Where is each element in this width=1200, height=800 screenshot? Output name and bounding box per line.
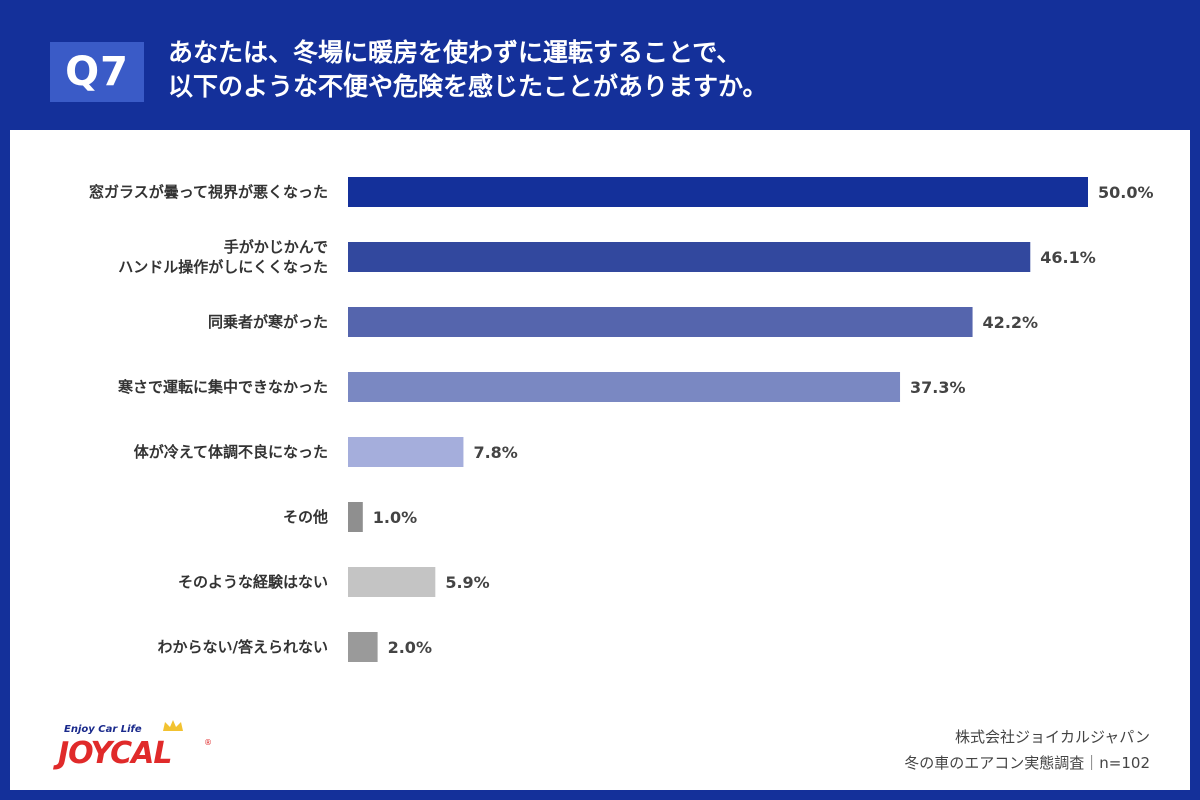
category-label: 体が冷えて体調不良になった bbox=[134, 443, 328, 461]
category-label: わからない/答えられない bbox=[158, 638, 328, 656]
value-label: 5.9% bbox=[445, 573, 489, 592]
question-title-line-2: 以下のような不便や危険を感じたことがありますか。 bbox=[168, 72, 768, 101]
question-title-line-1: あなたは、冬場に暖房を使わずに運転することで、 bbox=[168, 38, 742, 67]
value-label: 37.3% bbox=[910, 378, 966, 397]
category-label: そのような経験はない bbox=[178, 573, 328, 591]
bar bbox=[348, 372, 901, 402]
registered-mark-icon: ® bbox=[204, 738, 212, 747]
category-label: 窓ガラスが曇って視界が悪くなった bbox=[89, 183, 328, 201]
question-number-badge: Q7 bbox=[50, 42, 144, 102]
logo-wordmark: JOYCAL bbox=[58, 736, 172, 771]
question-title: あなたは、冬場に暖房を使わずに運転することで、 以下のような不便や危険を感じたこ… bbox=[168, 36, 768, 104]
crown-icon bbox=[163, 720, 183, 731]
bar bbox=[348, 632, 378, 662]
chart-panel: 窓ガラスが曇って視界が悪くなった 50.0% 手がかじかんでハンドル操作がしにくくな… bbox=[10, 130, 1190, 790]
category-label: その他 bbox=[283, 508, 328, 526]
header: Q7 あなたは、冬場に暖房を使わずに運転することで、 以下のような不便や危険を感… bbox=[0, 0, 1200, 130]
category-label: 手がかじかんでハンドル操作がしにくくなった bbox=[118, 238, 328, 276]
value-label: 7.8% bbox=[473, 443, 517, 462]
category-label: 同乗者が寒がった bbox=[208, 313, 328, 331]
bar bbox=[348, 502, 363, 532]
bar bbox=[348, 242, 1031, 272]
bar-chart: 窓ガラスが曇って視界が悪くなった 50.0% 手がかじかんでハンドル操作がしにくくな… bbox=[89, 177, 1154, 662]
value-label: 46.1% bbox=[1040, 248, 1096, 267]
value-label: 50.0% bbox=[1098, 183, 1154, 202]
source-note: 株式会社ジョイカルジャパン 冬の車のエアコン実態調査｜n=102 bbox=[904, 724, 1150, 776]
bar bbox=[348, 307, 973, 337]
joycal-logo: Enjoy Car Life JOYCAL ® bbox=[52, 720, 222, 778]
value-label: 42.2% bbox=[983, 313, 1039, 332]
source-survey: 冬の車のエアコン実態調査｜n=102 bbox=[904, 754, 1150, 772]
bar bbox=[348, 177, 1088, 207]
bar bbox=[348, 437, 464, 467]
bar bbox=[348, 567, 436, 597]
source-company: 株式会社ジョイカルジャパン bbox=[954, 728, 1150, 746]
value-label: 2.0% bbox=[388, 638, 432, 657]
category-label: 寒さで運転に集中できなかった bbox=[118, 378, 328, 396]
logo-tagline: Enjoy Car Life bbox=[64, 724, 142, 735]
value-label: 1.0% bbox=[373, 508, 417, 527]
